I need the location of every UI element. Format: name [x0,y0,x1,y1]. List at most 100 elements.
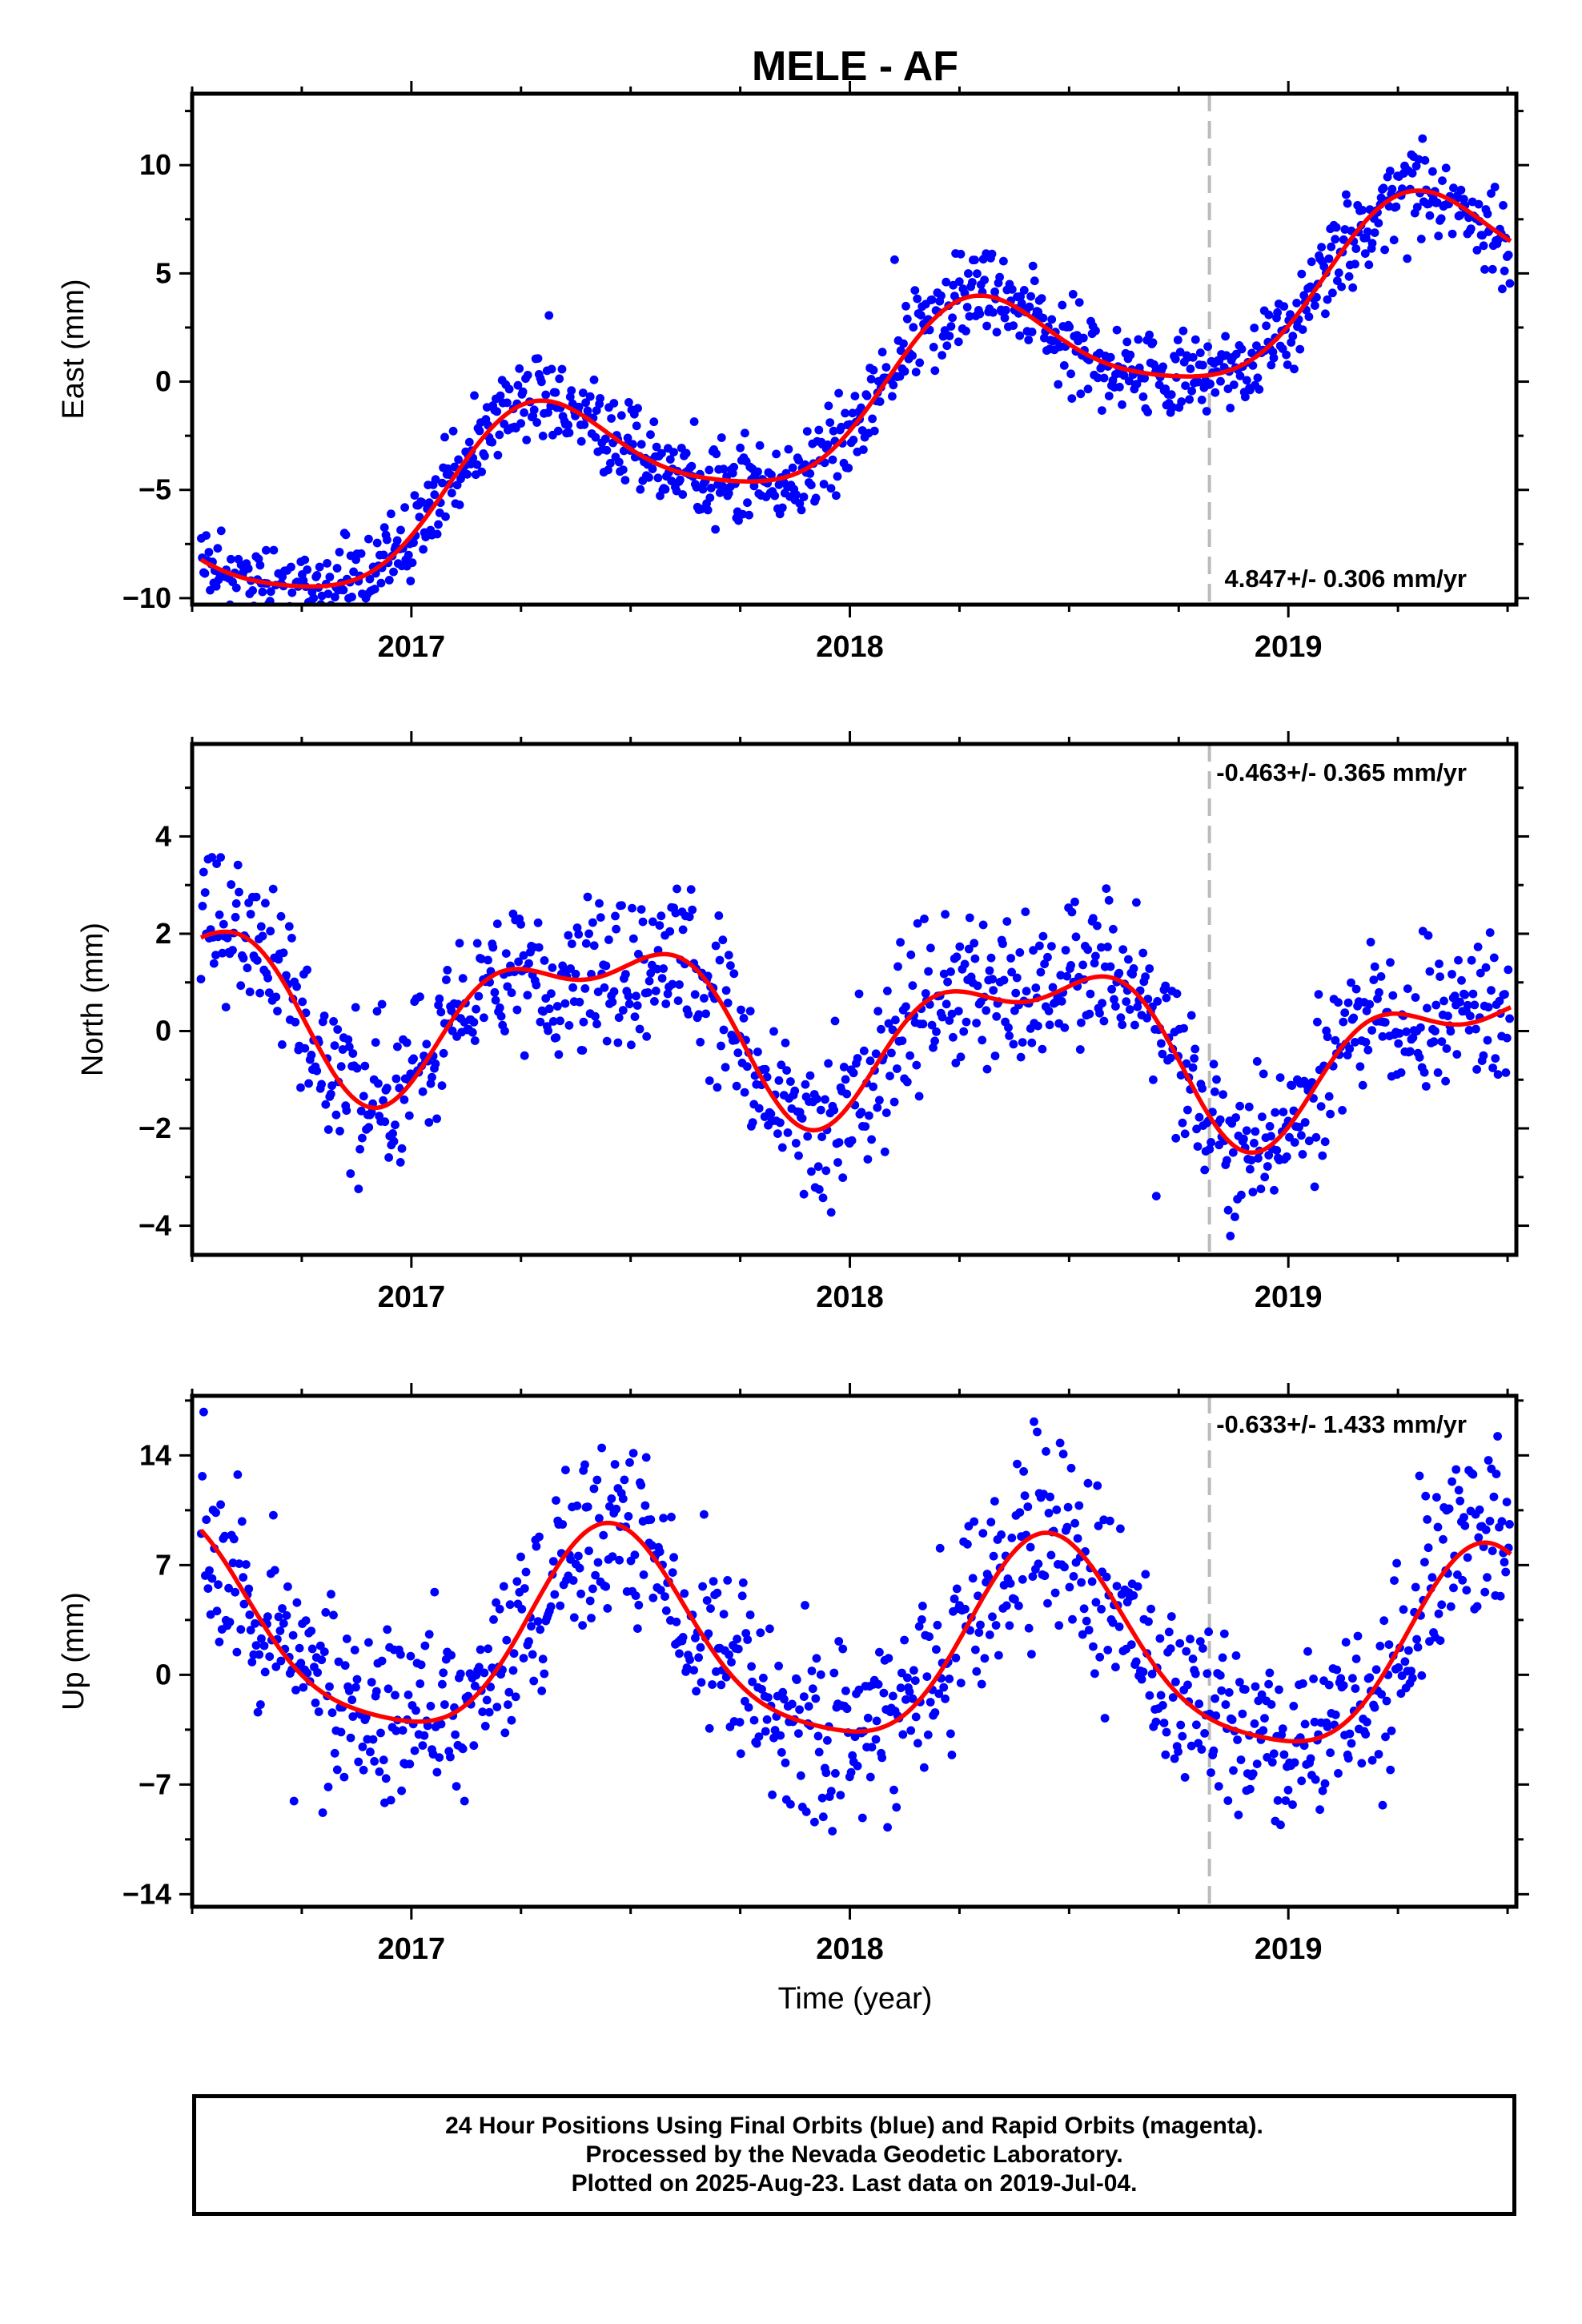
east-data-point [1248,361,1258,370]
east-data-point [513,380,523,390]
east-data-point [1339,235,1348,244]
north-data-point [1435,972,1444,981]
north-data-point [580,984,590,993]
up-data-point [379,1755,388,1765]
up-x-tick-label: 2017 [378,1932,446,1966]
north-data-point [1429,1037,1439,1047]
north-data-point [1395,1029,1404,1038]
north-data-point [377,999,387,1009]
north-data-point [1351,984,1361,994]
north-data-point [1231,1212,1239,1221]
north-data-point [1345,1044,1355,1054]
north-data-point [251,892,261,902]
north-data-point [1318,1151,1327,1160]
up-data-point [239,1573,248,1582]
up-data-point [932,1645,941,1655]
up-data-point [447,1651,456,1660]
north-data-point [908,981,917,991]
north-data-point [1198,1084,1207,1093]
east-data-point [1298,325,1307,334]
east-data-point [585,392,595,401]
north-data-point [799,1189,809,1199]
east-data-point [1235,372,1245,380]
up-data-point [939,1683,949,1692]
north-data-point [1501,1068,1511,1077]
east-data-point [516,419,525,428]
east-data-point [522,436,532,444]
east-data-point [1216,376,1225,386]
up-data-point [1434,1609,1443,1618]
north-data-point [516,919,525,929]
north-data-point [611,911,620,921]
east-fit-curve [199,188,1512,589]
east-data-point [541,390,551,400]
east-data-point [303,565,312,574]
north-data-point [818,1193,828,1203]
up-data-point [608,1552,617,1561]
north-data-point [372,1007,382,1016]
east-data-point [877,348,887,357]
up-data-point [834,1637,844,1646]
north-data-point [1200,1165,1210,1175]
up-data-point [1303,1647,1312,1656]
north-data-point [686,885,696,895]
east-data-point [982,321,991,331]
north-data-point [554,1050,564,1059]
east-data-point [1438,176,1447,186]
east-data-point [1140,373,1149,383]
north-data-point [774,1076,784,1085]
up-data-point [896,1683,905,1693]
up-data-point [405,1759,415,1769]
east-data-point [1292,299,1301,308]
east-data-point [328,617,337,625]
east-data-point [341,530,351,540]
up-data-point [1188,1655,1198,1663]
up-data-point [546,1602,556,1611]
east-data-point [826,484,836,493]
north-data-point [1077,1018,1086,1027]
up-data-point [456,1669,465,1679]
north-data-point [1040,959,1049,969]
up-data-point [386,1795,396,1805]
north-data-point [684,1010,693,1019]
east-data-point [606,459,615,468]
up-data-point [1339,1681,1348,1691]
up-data-point [1077,1578,1086,1587]
north-data-point [719,1025,729,1035]
north-data-point [1485,928,1495,937]
north-data-point [426,1079,436,1088]
north-data-point [330,1041,339,1050]
up-data-point [620,1475,629,1485]
east-data-point [678,490,688,499]
up-data-point [1046,1550,1056,1560]
up-data-point [348,1712,358,1721]
north-data-point [434,1000,443,1010]
up-data-point [1437,1600,1447,1610]
east-data-point [1504,251,1513,259]
up-data-point [288,1630,298,1640]
up-data-point [224,1583,233,1593]
north-data-point [501,949,511,958]
east-data-point [657,448,666,458]
north-data-point [865,1111,873,1120]
north-data-point [1376,972,1386,981]
up-data-point [1002,1601,1011,1610]
east-data-point [1059,361,1069,370]
east-data-point [475,426,484,436]
north-data-point [648,917,657,927]
up-data-point [329,1610,338,1620]
up-data-point [986,1518,996,1527]
north-data-point [1493,1070,1503,1080]
east-data-point [644,472,653,482]
north-data-point [1142,1013,1151,1023]
up-data-point [1351,1684,1360,1693]
east-data-point [1360,249,1370,258]
up-data-point [1114,1622,1124,1631]
up-data-point [914,1622,924,1631]
north-data-point [207,853,217,862]
north-data-point [883,987,892,995]
east-data-point [661,485,670,494]
up-data-point [576,1589,585,1598]
north-data-point [395,1084,404,1093]
north-data-point [1130,1020,1139,1030]
